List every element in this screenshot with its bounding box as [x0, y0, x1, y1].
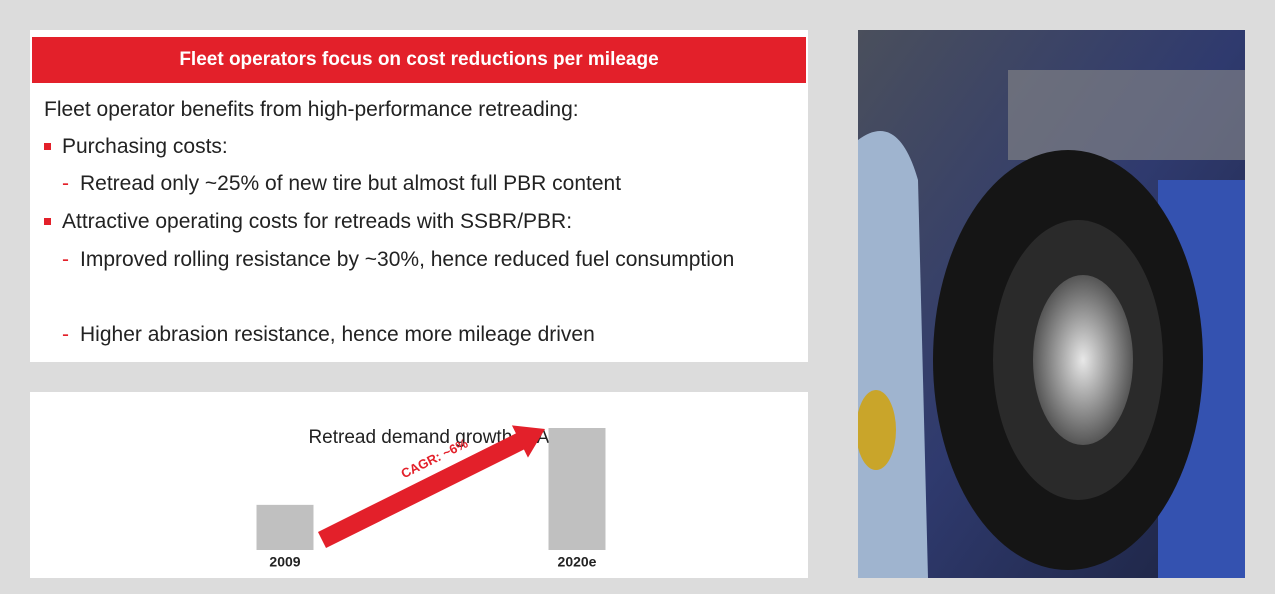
bullet: Purchasing costs: [44, 135, 228, 159]
x-tick-label: 2009 [269, 554, 300, 570]
arrow-shape [317, 425, 545, 549]
sub-bullet: Higher abrasion resistance, hence more m… [62, 323, 595, 347]
photo [858, 30, 1245, 578]
chart: Retread demand growth in Asia 2009 2020eC… [256, 425, 606, 570]
bullet: Attractive operating costs for retreads … [44, 210, 572, 234]
sub-bullet: Improved rolling resistance by ~30%, hen… [62, 248, 770, 278]
sub-bullet-text: Improved rolling resistance by ~30%, hen… [80, 248, 735, 271]
sub-bullet-text: Retread only ~25% of new tire but almost… [80, 172, 622, 195]
sub-bullet: Retread only ~25% of new tire but almost… [62, 172, 621, 196]
header-title: Fleet operators focus on cost reductions… [179, 49, 659, 70]
sub-bullet-text: Higher abrasion resistance, hence more m… [80, 323, 595, 346]
bullet-text: Purchasing costs: [62, 135, 228, 158]
bullet-text: Attractive operating costs for retreads … [62, 210, 573, 233]
intro: Fleet operator benefits from high-perfor… [44, 98, 579, 121]
chart-panel: Retread demand growth in Asia 2009 2020e C… [30, 392, 808, 578]
growth-arrow: CAGR: ~6% [317, 425, 545, 549]
x-tick-label: 2020e [558, 554, 597, 570]
bar [256, 504, 314, 550]
header-bar: Fleet operators focus on cost reductions… [32, 37, 806, 83]
bar [548, 428, 606, 550]
text-panel: Fleet operators focus on cost reductions… [30, 30, 808, 362]
